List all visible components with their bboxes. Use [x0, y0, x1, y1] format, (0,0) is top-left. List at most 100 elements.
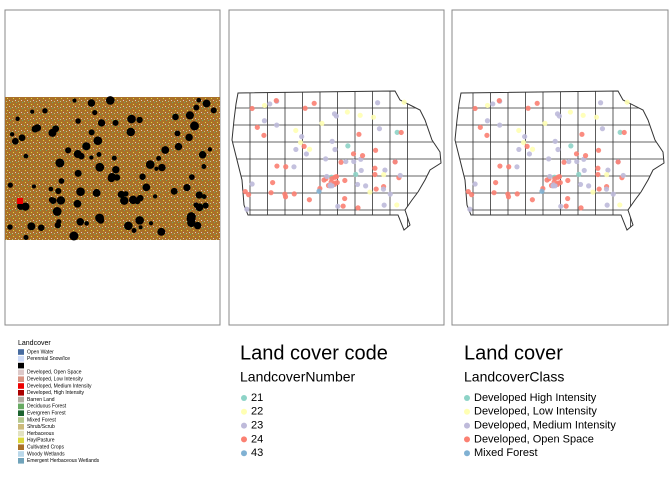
site-point: [382, 167, 388, 173]
site-point: [484, 102, 491, 109]
legend-swatch: [18, 424, 24, 430]
legend-label: Developed, Medium Intensity: [27, 383, 92, 389]
site-point: [604, 172, 610, 178]
site-point: [246, 192, 252, 198]
legend-swatch: [18, 410, 24, 416]
site-point: [372, 165, 378, 171]
site-point: [529, 197, 535, 203]
legend-swatch: [18, 437, 24, 444]
legend-swatch: [18, 349, 24, 355]
site-point: [394, 202, 400, 208]
legend-key: [464, 395, 470, 401]
legend-label: Perennial Snow/Ice: [27, 356, 70, 362]
site-point: [566, 158, 572, 165]
dark-patch: [186, 212, 196, 222]
site-point: [516, 146, 522, 153]
dark-patch: [112, 165, 120, 174]
legend-swatch: [18, 451, 24, 457]
site-point: [301, 143, 307, 149]
site-point: [345, 143, 351, 149]
site-point: [497, 163, 503, 169]
site-point: [567, 109, 573, 115]
dark-patch: [55, 158, 65, 168]
site-point: [469, 192, 475, 198]
site-point: [547, 173, 553, 180]
dark-patch: [128, 195, 138, 205]
site-point: [342, 177, 348, 184]
site-point: [467, 206, 473, 212]
site-point: [381, 172, 387, 178]
dark-patch: [117, 190, 125, 199]
site-point: [306, 197, 312, 203]
dark-patch: [198, 150, 207, 159]
dark-patch: [157, 227, 166, 236]
site-point: [593, 114, 600, 120]
site-point: [372, 171, 378, 178]
dark-patch: [142, 183, 151, 192]
site-point: [381, 202, 387, 208]
dark-patch: [55, 187, 62, 195]
dark-patch: [11, 137, 19, 145]
site-point: [615, 159, 621, 165]
legend-label: Shrub/Scrub: [27, 424, 55, 430]
site-point: [595, 147, 602, 153]
site-point: [267, 101, 273, 107]
site-point: [335, 203, 341, 209]
dark-patch: [193, 221, 202, 230]
dark-patch: [127, 114, 136, 124]
site-point: [372, 147, 379, 153]
dark-patch: [207, 147, 213, 152]
site-point: [484, 118, 491, 124]
dark-patch: [152, 194, 158, 199]
dark-patch: [136, 194, 144, 202]
dark-patch: [48, 197, 55, 203]
dark-patch: [76, 187, 85, 197]
site-point: [604, 202, 610, 208]
site-point: [398, 129, 404, 136]
dark-patch: [65, 147, 72, 154]
site-point: [401, 99, 407, 105]
site-point: [367, 189, 373, 195]
legend-swatch: [18, 362, 24, 369]
site-point: [344, 109, 350, 115]
dark-patch: [27, 222, 36, 231]
site-point: [558, 203, 564, 209]
site-point: [598, 100, 604, 106]
dark-patch: [172, 113, 179, 121]
dark-patch: [72, 98, 77, 103]
site-point: [586, 183, 592, 189]
dark-patch: [31, 125, 39, 133]
site-point: [556, 113, 562, 119]
legend-label: Developed, Low Intensity: [474, 406, 597, 418]
site-point: [332, 174, 338, 180]
dark-patch: [174, 142, 183, 151]
dark-patch: [95, 162, 105, 172]
legend-title: LandcoverClass: [464, 369, 564, 385]
site-point: [293, 127, 299, 134]
site-point: [617, 129, 623, 135]
panel-title: Land cover code: [240, 342, 388, 364]
site-point: [358, 167, 364, 174]
dark-patch: [193, 104, 200, 111]
site-point: [590, 189, 596, 195]
dark-patch: [191, 121, 197, 127]
dark-patch: [89, 155, 94, 160]
site-point: [244, 206, 250, 212]
dark-patch: [87, 99, 96, 107]
dark-patch: [154, 166, 159, 171]
site-point: [355, 205, 361, 211]
site-point: [319, 120, 325, 126]
site-point: [561, 159, 567, 165]
dark-patch: [18, 134, 26, 142]
legend-key: [241, 408, 247, 415]
dark-patch: [139, 173, 146, 180]
dark-patch: [195, 203, 204, 212]
dark-patch: [7, 224, 13, 230]
site-point: [534, 100, 540, 106]
site-point: [514, 191, 520, 197]
site-point: [338, 159, 344, 165]
legend-label: Barren Land: [27, 397, 55, 403]
site-point: [327, 182, 334, 188]
dark-patch: [113, 174, 121, 181]
site-point: [497, 122, 503, 128]
